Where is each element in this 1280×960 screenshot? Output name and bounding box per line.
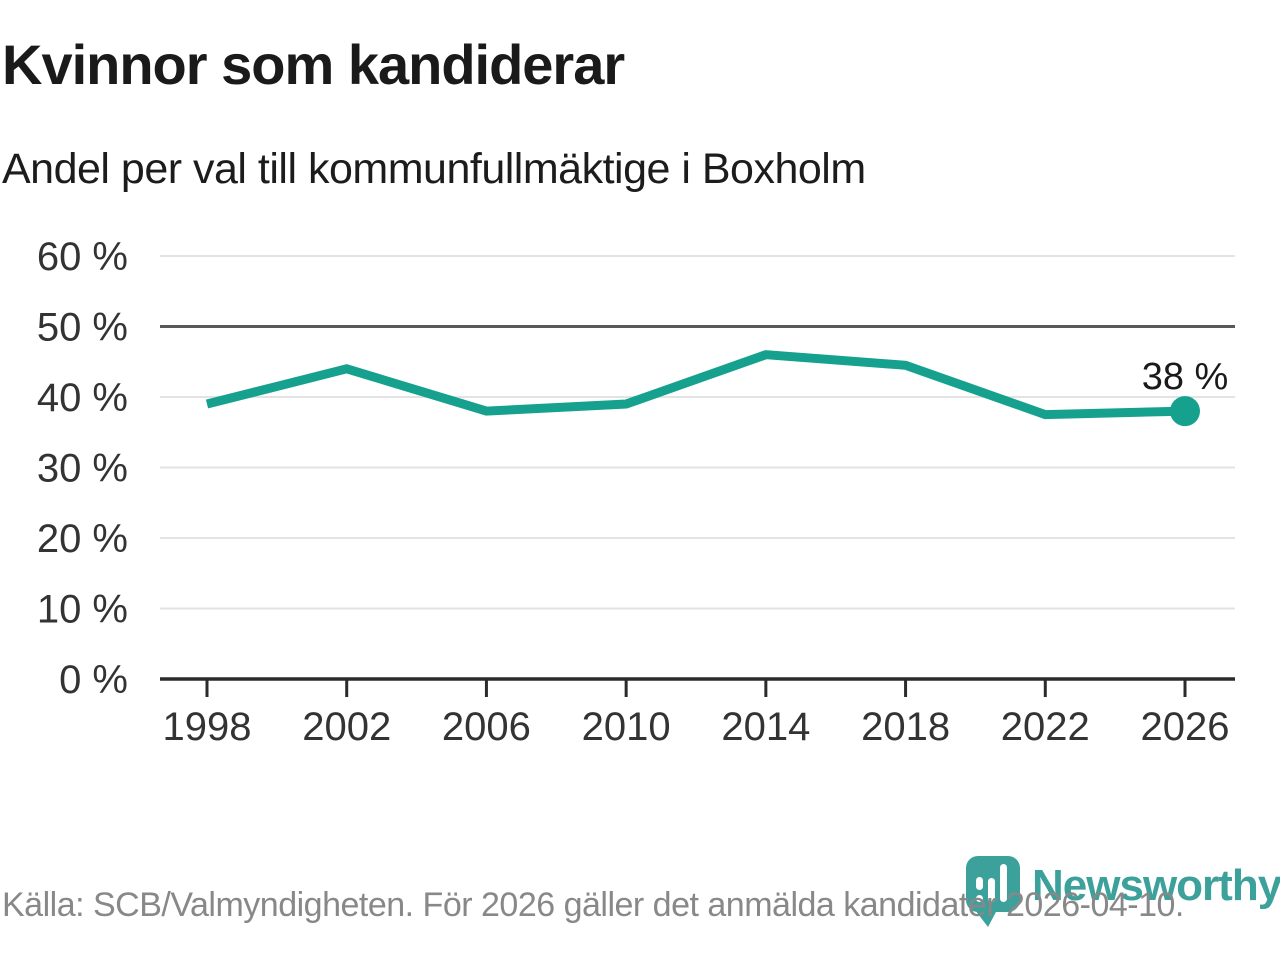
logo-bar-icon [976, 877, 983, 890]
logo-bar-icon [988, 878, 995, 902]
y-axis-tick-label: 50 % [37, 306, 128, 350]
y-axis-tick-label: 20 % [37, 517, 128, 561]
y-axis-tick-label: 40 % [37, 376, 128, 420]
logo-dot-icon [976, 895, 983, 902]
newsworthy-brand-text: Newsworthy [1032, 861, 1280, 910]
chart-subtitle: Andel per val till kommunfullmäktige i B… [2, 145, 866, 193]
newsworthy-logo: Newsworthy [966, 856, 1280, 927]
logo-bar-icon [1000, 864, 1007, 902]
newsworthy-pin-icon [966, 856, 1020, 927]
x-axis-tick-label: 2026 [1141, 705, 1230, 749]
x-axis-tick-label: 2014 [721, 705, 810, 749]
x-axis-tick-label: 2022 [1001, 705, 1090, 749]
source-note: Källa: SCB/Valmyndigheten. För 2026 gäll… [2, 886, 1184, 924]
series-end-label: 38 % [1142, 356, 1229, 398]
x-axis-tick-label: 2010 [582, 705, 671, 749]
series-end-marker [1170, 396, 1200, 427]
y-axis-tick-label: 0 % [59, 658, 128, 702]
chart-title: Kvinnor som kandiderar [2, 33, 625, 96]
x-axis-tick-label: 2006 [442, 705, 531, 749]
y-axis-tick-label: 30 % [37, 447, 128, 491]
x-axis-tick-label: 2002 [302, 705, 391, 749]
y-axis-tick-label: 60 % [37, 235, 128, 279]
y-axis-tick-label: 10 % [37, 588, 128, 632]
x-axis-tick-label: 2018 [861, 705, 950, 749]
series-line [205, 350, 1186, 420]
x-axis-tick-label: 1998 [163, 705, 252, 749]
